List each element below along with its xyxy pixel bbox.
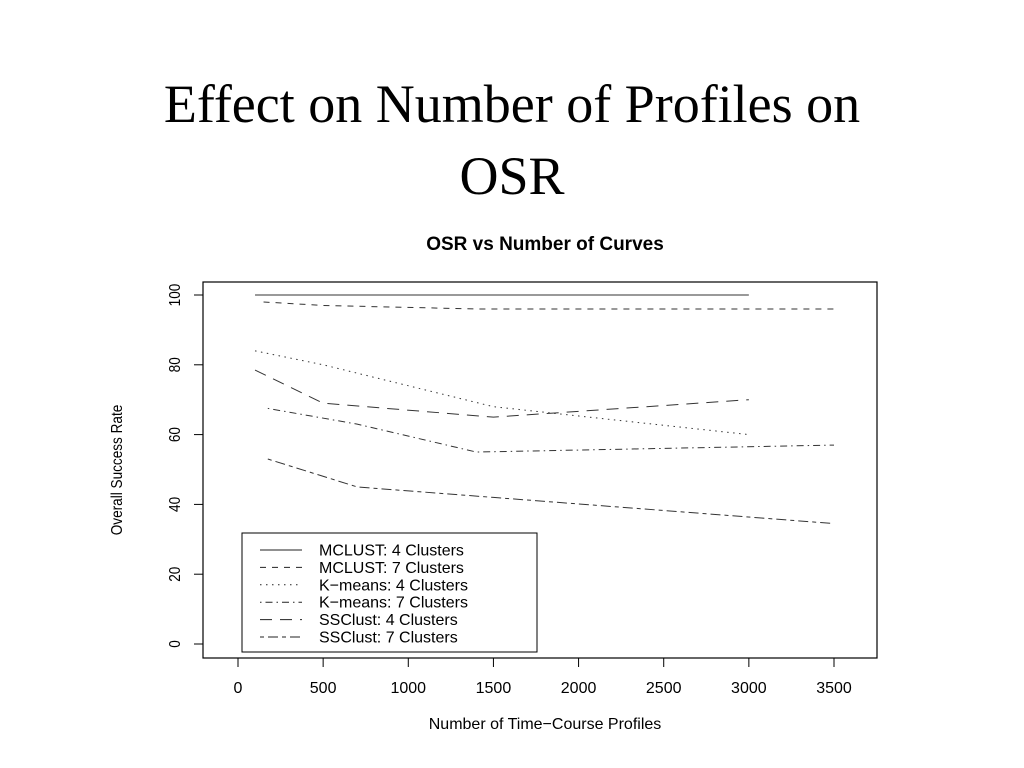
y-tick-label: 80 <box>167 357 184 372</box>
y-tick-label: 20 <box>167 567 184 582</box>
legend-box <box>241 532 538 653</box>
series-layer <box>254 294 835 525</box>
legend-label-1: MCLUST: 4 Clusters <box>319 543 464 560</box>
slide-title: Effect on Number of Profiles on OSR <box>62 68 962 212</box>
x-axis-label: Number of Time−Course Profiles <box>429 716 662 733</box>
legend-label-3: K−means: 4 Clusters <box>319 577 468 594</box>
y-tick-label: 40 <box>167 497 184 512</box>
legend-label-5: SSClust: 4 Clusters <box>319 612 458 629</box>
series-line-6 <box>267 458 835 525</box>
slide-title-line-2: OSR <box>459 146 565 206</box>
x-tick-label: 2000 <box>561 680 597 697</box>
legend-label-6: SSClust: 7 Clusters <box>319 630 458 647</box>
slide-title-line-1: Effect on Number of Profiles on <box>163 74 861 134</box>
y-tick-label: 100 <box>167 284 184 307</box>
chart-title: OSR vs Number of Curves <box>426 234 664 255</box>
x-tick-label: 1000 <box>390 680 426 697</box>
series-line-3 <box>254 350 749 436</box>
x-tick-label: 1500 <box>476 680 512 697</box>
series-line-2 <box>263 301 834 310</box>
series-line-5 <box>254 369 749 418</box>
axes: 0 500 1000 1500 2000 2500 3000 3500 0 20 40 60 80 100 <box>167 284 852 697</box>
legend-label-4: K−means: 7 Clusters <box>319 595 468 612</box>
x-tick-label: 0 <box>234 680 243 697</box>
y-tick-label: 0 <box>167 640 184 648</box>
series-line-4 <box>267 407 835 453</box>
y-tick-label: 60 <box>167 427 184 442</box>
x-tick-label: 2500 <box>646 680 682 697</box>
y-axis-label: Overall Success Rate <box>109 405 126 536</box>
x-tick-label: 3500 <box>816 680 852 697</box>
legend-label-2: MCLUST: 7 Clusters <box>319 560 464 577</box>
x-tick-label: 500 <box>310 680 337 697</box>
x-tick-label: 3000 <box>731 680 767 697</box>
